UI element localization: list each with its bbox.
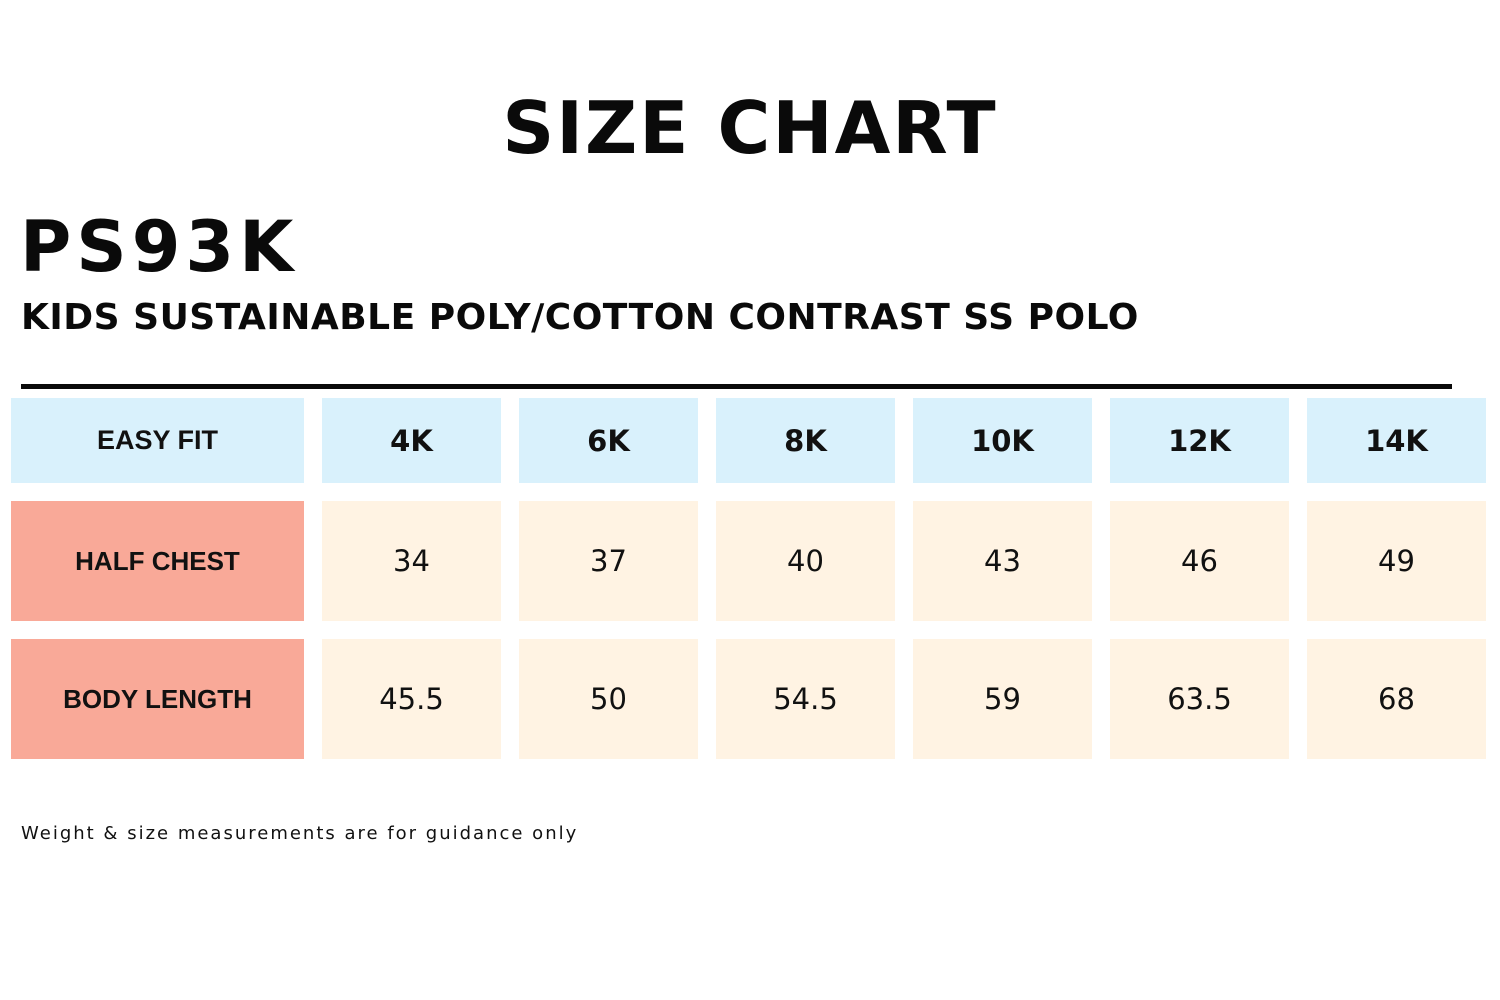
row-label-half-chest: HALF CHEST	[11, 501, 304, 621]
table-cell: 45.5	[322, 639, 501, 759]
disclaimer-text: Weight & size measurements are for guida…	[21, 823, 579, 844]
row-gap	[11, 621, 1486, 639]
table-cell: 49	[1307, 501, 1486, 621]
row-label-body-length: BODY LENGTH	[11, 639, 304, 759]
size-header-4k: 4K	[322, 398, 501, 483]
size-header-10k: 10K	[913, 398, 1092, 483]
table-cell: 37	[519, 501, 698, 621]
table-cell: 59	[913, 639, 1092, 759]
table-cell: 54.5	[716, 639, 895, 759]
fit-label: EASY FIT	[11, 398, 304, 483]
size-header-6k: 6K	[519, 398, 698, 483]
page-title: SIZE CHART	[502, 86, 998, 170]
table-cell: 40	[716, 501, 895, 621]
table-cell: 46	[1110, 501, 1289, 621]
divider	[21, 384, 1452, 389]
product-code: PS93K	[20, 206, 299, 288]
size-table: EASY FIT 4K 6K 8K 10K 12K 14K HALF CHEST…	[11, 398, 1486, 759]
product-name: KIDS SUSTAINABLE POLY/COTTON CONTRAST SS…	[21, 297, 1139, 338]
size-header-8k: 8K	[716, 398, 895, 483]
table-cell: 68	[1307, 639, 1486, 759]
table-cell: 50	[519, 639, 698, 759]
table-cell: 63.5	[1110, 639, 1289, 759]
size-header-12k: 12K	[1110, 398, 1289, 483]
size-header-14k: 14K	[1307, 398, 1486, 483]
table-cell: 34	[322, 501, 501, 621]
table-cell: 43	[913, 501, 1092, 621]
row-gap	[11, 483, 1486, 501]
